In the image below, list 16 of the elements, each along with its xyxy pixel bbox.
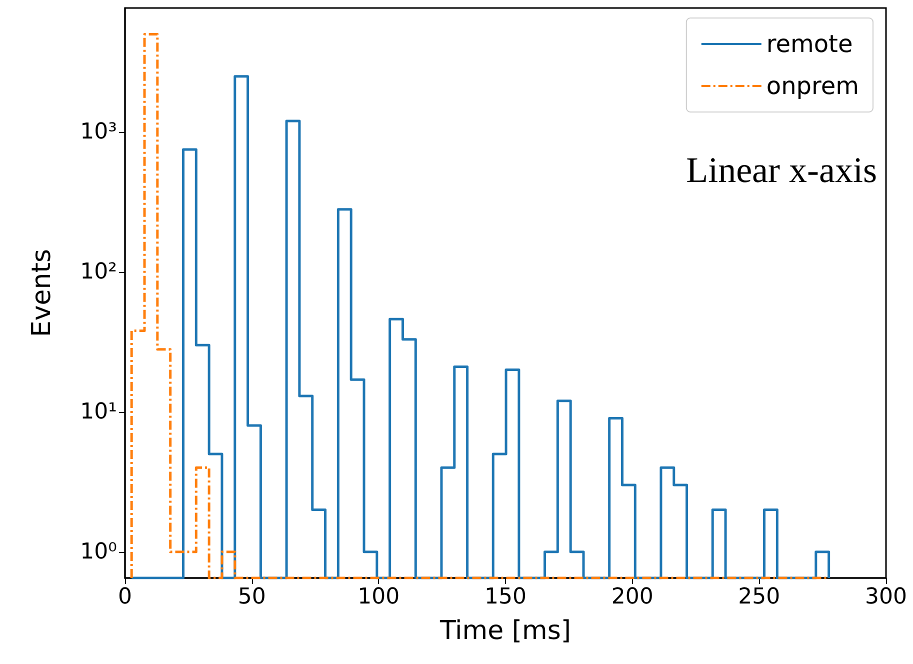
legend-label: onprem (766, 72, 860, 100)
y-tick-label: 10² (80, 259, 117, 284)
x-tick-label: 0 (118, 584, 132, 610)
x-axis-title: Time [ms] (438, 616, 572, 646)
x-tick-label: 50 (238, 584, 266, 610)
y-tick-label: 10¹ (80, 399, 117, 424)
y-tick-label: 10⁰ (80, 539, 118, 564)
x-tick-label: 100 (358, 584, 400, 610)
x-tick-label: 200 (611, 584, 654, 610)
x-tick-label: 250 (738, 584, 780, 610)
y-axis-title: Events (27, 248, 57, 338)
y-tick-label: 10³ (80, 120, 117, 145)
legend-label: remote (766, 30, 853, 58)
x-tick-label: 300 (865, 584, 907, 610)
x-tick-label: 150 (484, 584, 526, 610)
annotation: Linear x-axis (686, 150, 878, 190)
